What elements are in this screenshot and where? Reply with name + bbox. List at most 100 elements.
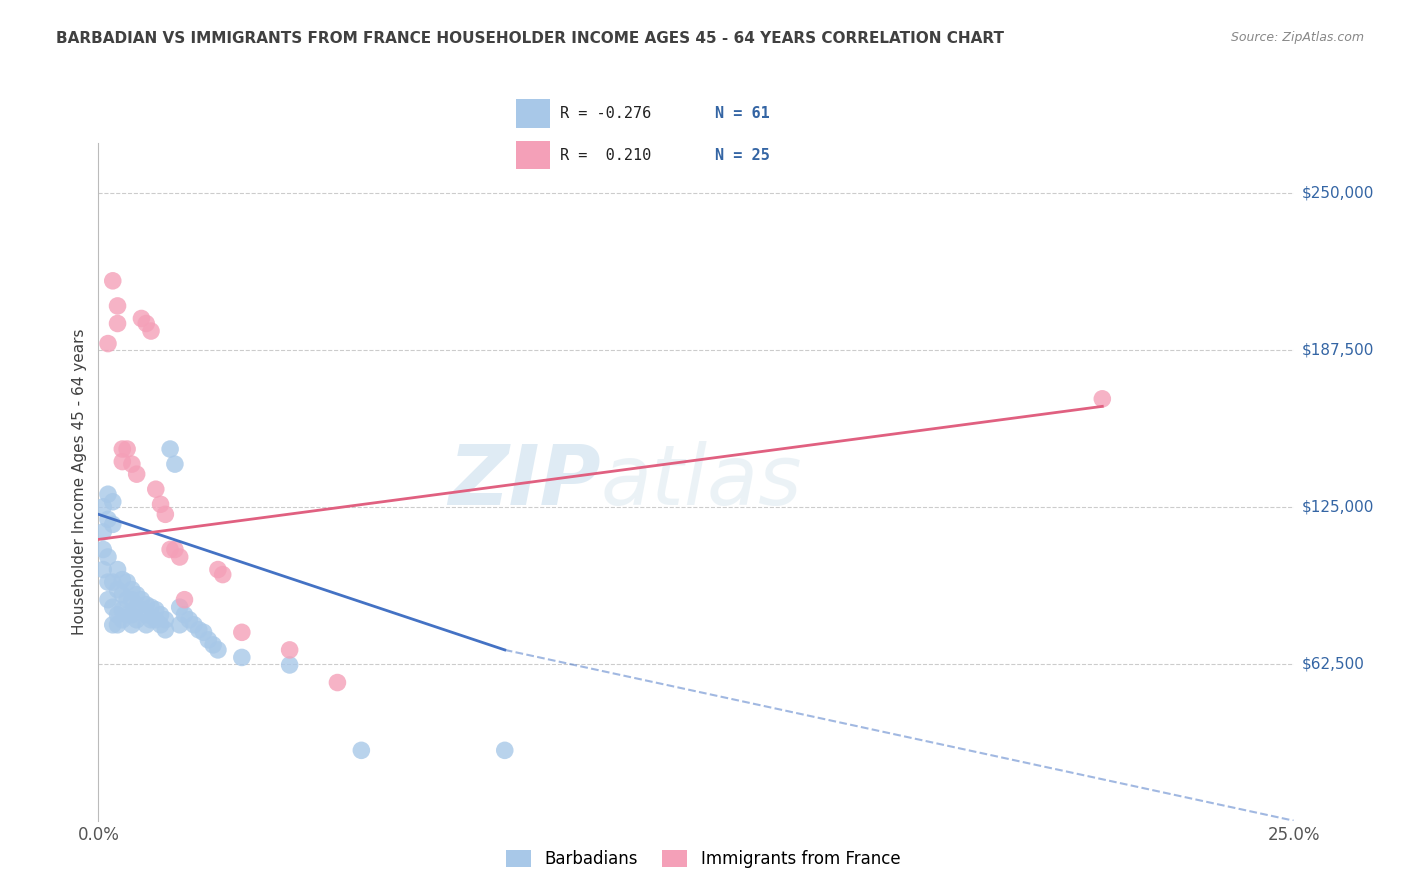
Point — [159, 542, 181, 557]
Point — [163, 457, 186, 471]
Point — [202, 638, 225, 652]
Point — [169, 617, 191, 632]
Point — [135, 598, 157, 612]
Point — [97, 549, 120, 564]
Point — [91, 524, 114, 539]
Point — [97, 336, 120, 351]
Point — [107, 607, 129, 622]
Text: Source: ZipAtlas.com: Source: ZipAtlas.com — [1230, 31, 1364, 45]
Point — [278, 657, 301, 672]
Point — [159, 442, 181, 456]
Point — [179, 613, 201, 627]
Point — [145, 482, 167, 496]
Point — [155, 613, 177, 627]
Point — [169, 600, 191, 615]
Point — [101, 517, 124, 532]
Point — [278, 643, 301, 657]
Point — [97, 575, 120, 590]
Point — [149, 617, 172, 632]
Point — [121, 617, 143, 632]
Point — [91, 542, 114, 557]
Point — [135, 317, 157, 331]
Point — [149, 607, 172, 622]
Point — [211, 567, 233, 582]
Point — [121, 457, 143, 471]
Point — [231, 650, 253, 665]
FancyBboxPatch shape — [516, 141, 550, 169]
Point — [173, 592, 195, 607]
Point — [121, 582, 143, 597]
Point — [121, 592, 143, 607]
Point — [115, 592, 138, 607]
Legend: Barbadians, Immigrants from France: Barbadians, Immigrants from France — [499, 843, 907, 875]
Point — [163, 542, 186, 557]
Text: $187,500: $187,500 — [1302, 343, 1374, 358]
Point — [173, 607, 195, 622]
Point — [111, 454, 134, 468]
Point — [107, 299, 129, 313]
Point — [193, 625, 215, 640]
Point — [115, 607, 138, 622]
Point — [139, 600, 162, 615]
Point — [107, 582, 129, 597]
Point — [111, 573, 134, 587]
Point — [149, 497, 172, 511]
Point — [1091, 392, 1114, 406]
Point — [350, 743, 373, 757]
Point — [139, 324, 162, 338]
Point — [115, 575, 138, 590]
Text: $62,500: $62,500 — [1302, 657, 1365, 671]
Point — [125, 467, 148, 482]
Point — [125, 600, 148, 615]
Text: N = 25: N = 25 — [716, 148, 770, 162]
Point — [135, 607, 157, 622]
Point — [101, 617, 124, 632]
Point — [107, 617, 129, 632]
Point — [135, 617, 157, 632]
Point — [101, 575, 124, 590]
Point — [121, 607, 143, 622]
Point — [145, 603, 167, 617]
Text: $125,000: $125,000 — [1302, 500, 1374, 515]
Point — [125, 588, 148, 602]
Point — [101, 274, 124, 288]
Point — [107, 317, 129, 331]
Point — [107, 563, 129, 577]
Point — [111, 442, 134, 456]
Text: BARBADIAN VS IMMIGRANTS FROM FRANCE HOUSEHOLDER INCOME AGES 45 - 64 YEARS CORREL: BARBADIAN VS IMMIGRANTS FROM FRANCE HOUS… — [56, 31, 1004, 46]
Point — [494, 743, 516, 757]
Text: atlas: atlas — [600, 442, 801, 522]
FancyBboxPatch shape — [516, 99, 550, 128]
Point — [101, 600, 124, 615]
Point — [139, 613, 162, 627]
Point — [207, 643, 229, 657]
Point — [97, 487, 120, 501]
Point — [111, 603, 134, 617]
Text: ZIP: ZIP — [447, 442, 600, 522]
Point — [115, 442, 138, 456]
Point — [131, 603, 153, 617]
Point — [187, 623, 209, 637]
Point — [91, 563, 114, 577]
Y-axis label: Householder Income Ages 45 - 64 years: Householder Income Ages 45 - 64 years — [72, 328, 87, 635]
Point — [111, 613, 134, 627]
Point — [91, 500, 114, 514]
Text: R =  0.210: R = 0.210 — [560, 148, 651, 162]
Point — [145, 613, 167, 627]
Point — [97, 592, 120, 607]
Text: N = 61: N = 61 — [716, 106, 770, 120]
Point — [131, 311, 153, 326]
Point — [125, 613, 148, 627]
Point — [111, 588, 134, 602]
Point — [155, 623, 177, 637]
Point — [97, 512, 120, 526]
Point — [326, 675, 349, 690]
Point — [155, 508, 177, 522]
Point — [207, 563, 229, 577]
Point — [183, 617, 205, 632]
Point — [231, 625, 253, 640]
Text: R = -0.276: R = -0.276 — [560, 106, 651, 120]
Point — [131, 592, 153, 607]
Point — [169, 549, 191, 564]
Point — [197, 632, 219, 647]
